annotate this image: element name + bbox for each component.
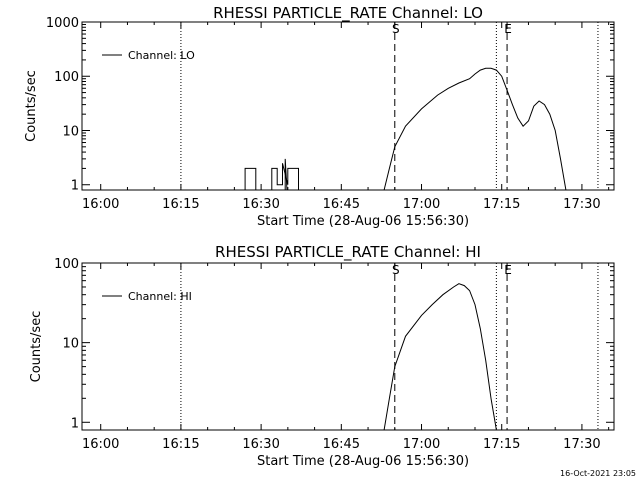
x-tick-label: 17:15 xyxy=(483,197,520,212)
x-tick-label: 17:30 xyxy=(563,197,600,212)
x-tick-label: 16:45 xyxy=(323,437,360,452)
x-tick-label: 16:15 xyxy=(162,437,199,452)
timestamp-footer: 16-Oct-2021 23:05 xyxy=(560,469,636,478)
x-axis-label: Start Time (28-Aug-06 15:56:30) xyxy=(257,454,469,469)
legend-label: Channel: HI xyxy=(128,290,192,303)
y-tick-label: 1 xyxy=(71,416,79,431)
plot-frame xyxy=(81,262,615,431)
chart-title: RHESSI PARTICLE_RATE Channel: LO xyxy=(213,4,483,23)
x-axis-label: Start Time (28-Aug-06 15:56:30) xyxy=(257,214,469,229)
marker-label: E xyxy=(504,263,512,277)
x-tick-label: 17:30 xyxy=(563,437,600,452)
x-tick-label: 17:00 xyxy=(403,197,440,212)
x-tick-label: 16:45 xyxy=(323,197,360,212)
plot-panel-hi: RHESSI PARTICLE_RATE Channel: HI 16:00 16:… xyxy=(29,243,615,469)
y-tick-label: 100 xyxy=(54,257,79,272)
marker-label: S xyxy=(392,22,400,36)
x-tick-label: 16:00 xyxy=(82,197,119,212)
y-axis-label: Counts/sec xyxy=(29,311,44,383)
legend-label: Channel: LO xyxy=(128,49,195,62)
series-line xyxy=(284,158,288,190)
x-tick-label: 16:00 xyxy=(82,437,119,452)
chart-title: RHESSI PARTICLE_RATE Channel: HI xyxy=(215,243,481,262)
marker-label: S xyxy=(392,263,400,277)
series-line xyxy=(383,283,497,430)
y-tick-label: 10 xyxy=(62,124,79,139)
y-tick-label: 1 xyxy=(71,179,79,194)
x-tick-label: 16:15 xyxy=(162,197,199,212)
y-axis-label: Counts/sec xyxy=(24,70,39,142)
plot-panel-lo: RHESSI PARTICLE_RATE Channel: LO 16:00 16:… xyxy=(24,4,615,229)
plot-frame xyxy=(81,21,615,191)
x-tick-label: 16:30 xyxy=(242,437,279,452)
y-tick-label: 10 xyxy=(62,337,79,352)
x-tick-label: 16:30 xyxy=(242,197,279,212)
x-tick-label: 17:00 xyxy=(403,437,440,452)
series-line xyxy=(383,67,567,190)
x-tick-label: 17:15 xyxy=(483,437,520,452)
marker-label: E xyxy=(504,22,512,36)
series-line xyxy=(271,163,299,190)
y-tick-label: 100 xyxy=(54,70,79,85)
y-tick-label: 1000 xyxy=(46,16,79,31)
series-line xyxy=(244,167,257,190)
